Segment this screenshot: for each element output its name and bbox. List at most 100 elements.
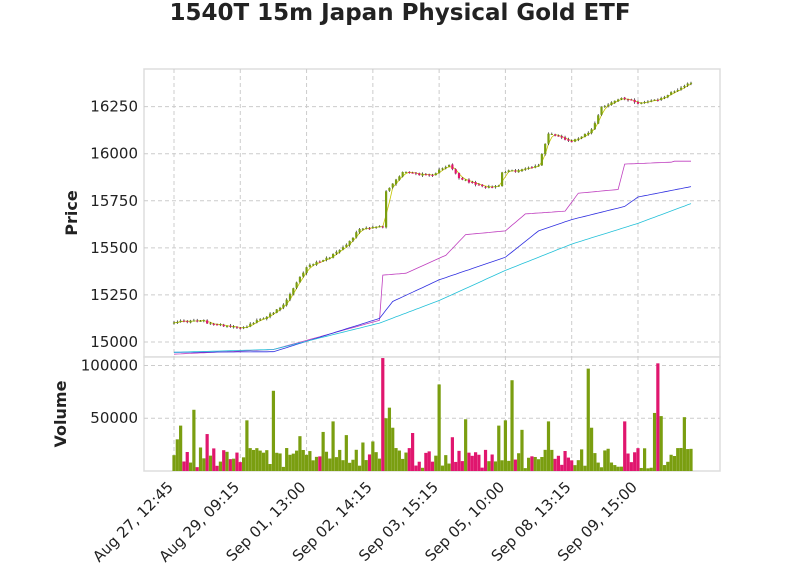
candle-body bbox=[394, 179, 398, 185]
candle-body bbox=[418, 173, 421, 176]
candle-body bbox=[643, 102, 646, 104]
candle-body bbox=[481, 184, 484, 187]
candle-body bbox=[401, 172, 404, 177]
volume-bar bbox=[265, 450, 269, 471]
candle-body bbox=[477, 184, 480, 186]
price-tick-label: 16250 bbox=[90, 98, 138, 116]
candle-body bbox=[411, 172, 414, 174]
price-tick-label: 15250 bbox=[90, 286, 138, 304]
volume-bar bbox=[609, 462, 614, 471]
candle-body bbox=[597, 115, 600, 124]
volume-bar bbox=[391, 427, 395, 471]
volume-bar bbox=[434, 455, 438, 471]
volume-bar bbox=[377, 458, 382, 471]
volume-bar bbox=[616, 466, 620, 471]
volume-bar bbox=[427, 451, 431, 471]
candle-body bbox=[683, 85, 686, 88]
candle-body bbox=[302, 272, 305, 277]
volume-bar bbox=[334, 457, 338, 471]
volume-bar bbox=[228, 459, 232, 471]
candle-body bbox=[242, 327, 245, 329]
volume-bar bbox=[517, 453, 521, 471]
volume-bar bbox=[225, 451, 229, 471]
candle-body bbox=[215, 324, 219, 326]
volume-bar bbox=[623, 421, 627, 471]
candle-body bbox=[192, 320, 195, 322]
volume-bar bbox=[324, 451, 329, 471]
volume-bar bbox=[397, 450, 401, 471]
volume-bar bbox=[510, 380, 514, 471]
candle-body bbox=[656, 99, 659, 101]
volume-bar bbox=[271, 390, 276, 471]
volume-bar bbox=[351, 459, 355, 471]
volume-bar bbox=[553, 458, 557, 471]
volume-bar bbox=[497, 425, 501, 471]
candle-body bbox=[517, 170, 520, 173]
candle-body bbox=[388, 187, 391, 191]
volume-bar bbox=[371, 441, 375, 471]
volume-bar bbox=[314, 456, 319, 471]
candle-body bbox=[305, 267, 308, 274]
price-panel-frame bbox=[143, 68, 721, 358]
candle-body bbox=[447, 164, 451, 167]
candle-body bbox=[434, 173, 437, 176]
volume-axis-label: Volume bbox=[51, 380, 70, 447]
candle-body bbox=[461, 177, 464, 180]
candle-body bbox=[607, 104, 610, 106]
volume-bar bbox=[248, 448, 252, 471]
volume-bar bbox=[361, 442, 365, 471]
volume-bar bbox=[493, 461, 498, 471]
candle-body bbox=[325, 257, 328, 260]
volume-bar bbox=[185, 452, 189, 471]
candle-body bbox=[202, 320, 205, 322]
price-tick-label: 16000 bbox=[90, 145, 138, 163]
candle-body bbox=[666, 95, 669, 98]
candle-body bbox=[212, 323, 215, 325]
candle-body bbox=[577, 138, 580, 140]
candle-body bbox=[398, 176, 401, 180]
candle-body bbox=[537, 165, 540, 167]
volume-bar bbox=[298, 436, 302, 471]
volume-bar bbox=[235, 452, 239, 471]
price-tick-label: 15000 bbox=[90, 333, 138, 351]
volume-bar bbox=[188, 462, 193, 471]
volume-bar bbox=[212, 448, 216, 471]
candle-body bbox=[510, 170, 514, 172]
volume-bar bbox=[599, 467, 604, 471]
volume-bar bbox=[676, 448, 680, 471]
candle-body bbox=[385, 191, 388, 228]
candle-body bbox=[514, 170, 517, 172]
volume-bar bbox=[261, 452, 266, 471]
volume-bar bbox=[381, 358, 385, 471]
candle-body bbox=[673, 91, 676, 93]
volume-bar bbox=[195, 467, 199, 471]
volume-bar bbox=[394, 448, 398, 471]
chart-title: 1540T 15m Japan Physical Gold ETF bbox=[169, 0, 630, 26]
candle-body bbox=[272, 312, 275, 314]
candle-body bbox=[335, 251, 338, 254]
volume-bar bbox=[563, 451, 567, 471]
volume-bar bbox=[603, 450, 607, 471]
candle-body bbox=[235, 326, 239, 328]
price-axis-label: Price bbox=[62, 190, 81, 236]
candle-body bbox=[527, 167, 530, 169]
volume-bar bbox=[414, 465, 418, 471]
candle-body bbox=[424, 174, 427, 176]
volume-bar bbox=[301, 449, 305, 471]
candle-body bbox=[278, 307, 282, 310]
candle-body bbox=[269, 313, 272, 317]
volume-bar bbox=[331, 421, 335, 471]
candle-body bbox=[315, 261, 318, 265]
volume-bar bbox=[341, 460, 345, 471]
candle-body bbox=[484, 186, 487, 188]
volume-bar bbox=[656, 363, 660, 471]
volume-bar bbox=[560, 464, 564, 471]
candle-body bbox=[663, 96, 666, 98]
candle-body bbox=[491, 186, 494, 188]
candle-body bbox=[467, 179, 471, 183]
candle-body bbox=[365, 227, 368, 229]
volume-bar bbox=[172, 455, 176, 471]
candle-body bbox=[275, 309, 278, 313]
candle-body bbox=[282, 304, 285, 308]
volume-bar bbox=[444, 455, 448, 471]
